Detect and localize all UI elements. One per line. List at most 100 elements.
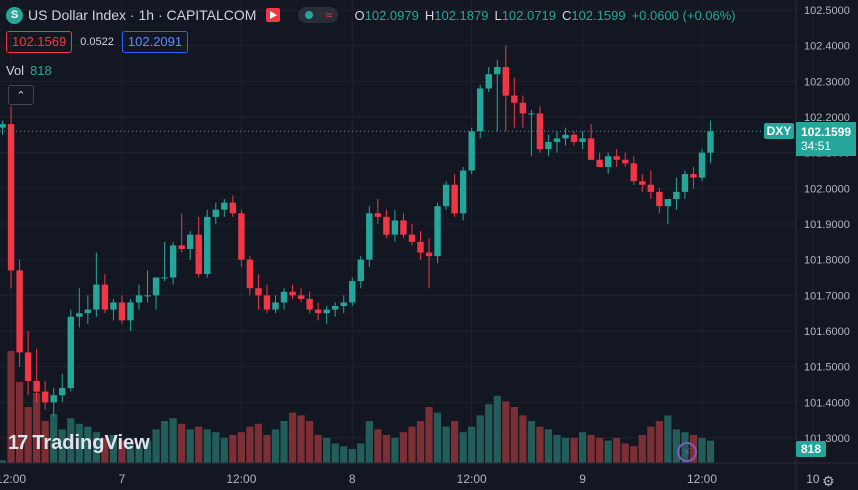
low-label: L — [494, 7, 502, 23]
indicator-toggle[interactable]: ≈ — [298, 7, 339, 23]
ticker-tag: DXY — [764, 123, 794, 139]
candle-body — [604, 156, 612, 167]
candle-body — [528, 113, 535, 115]
volume-bar — [502, 401, 510, 463]
volume-bar — [459, 432, 467, 463]
volume-bar — [391, 437, 399, 463]
volume-bar — [126, 443, 135, 463]
candle-body — [459, 170, 467, 214]
candle-body — [536, 113, 544, 150]
candle-body — [485, 74, 492, 89]
candle-body — [255, 288, 262, 296]
gear-icon[interactable]: ⚙ — [822, 473, 835, 489]
volume-bar — [314, 435, 322, 463]
candle-body — [118, 302, 126, 321]
time-tick-label: 12:00 — [687, 472, 717, 486]
candle-body — [33, 380, 40, 392]
volume-bar — [613, 437, 621, 463]
volume-bar — [348, 449, 356, 463]
candle-body — [161, 277, 168, 279]
candle-body — [238, 213, 245, 260]
volume-bar — [50, 414, 58, 463]
eye-icon[interactable] — [304, 11, 313, 19]
candle-body — [545, 141, 552, 150]
wave-icon[interactable]: ≈ — [325, 8, 333, 22]
volume-legend[interactable]: Vol 818 — [6, 63, 52, 78]
candle-body — [76, 313, 83, 317]
volume-bar — [135, 446, 143, 463]
buy-button[interactable]: 102.2091 — [121, 31, 189, 53]
candles — [0, 45, 714, 417]
time-tick-label: 10 — [806, 472, 820, 486]
volume-bar — [451, 421, 459, 463]
candle-body — [587, 138, 595, 160]
candle-body — [494, 67, 501, 75]
chevron-up-icon[interactable]: ⌃ — [8, 85, 34, 105]
candle-body — [425, 252, 433, 257]
candle-body — [553, 138, 561, 142]
volume-bar — [58, 429, 66, 463]
candle-body — [127, 302, 134, 321]
sell-button[interactable]: 102.1569 — [6, 31, 73, 53]
volume-bar — [365, 421, 373, 463]
last-price-value: 102.1599 — [801, 125, 852, 139]
candle-body — [434, 206, 441, 257]
candle-body — [67, 316, 74, 389]
candle-body — [374, 213, 382, 217]
candle-body — [314, 309, 322, 314]
low-value: 102.0719 — [501, 7, 556, 23]
last-price-label: 102.1599 34:51 — [796, 122, 856, 156]
price-tick-label: 101.6000 — [804, 326, 850, 338]
volume-bar — [604, 440, 612, 463]
price-tick-label: 102.2000 — [804, 112, 850, 124]
volume-bar — [297, 415, 305, 463]
volume-bar — [161, 421, 169, 463]
candle-body — [212, 209, 219, 217]
volume-bar — [203, 429, 211, 463]
candle-body — [391, 220, 399, 235]
candle-body — [41, 391, 49, 403]
candle-body — [289, 291, 296, 296]
volume-bar — [212, 432, 220, 463]
change-value: +0.0600 (+0.06%) — [631, 7, 736, 23]
volume-bar — [561, 437, 570, 463]
candle-body — [673, 191, 680, 200]
volume-value: 818 — [30, 63, 52, 78]
candle-body — [579, 138, 586, 142]
volume-bar — [84, 426, 92, 463]
countdown-value: 34:51 — [801, 139, 832, 153]
high-value: 102.1879 — [434, 7, 489, 23]
volume-bar — [306, 421, 314, 463]
volume-bar — [357, 443, 365, 463]
volume-bar — [288, 412, 297, 463]
candle-body — [596, 159, 603, 167]
candle-body — [502, 67, 509, 96]
candle-body — [698, 152, 706, 178]
symbol-logo-icon: S — [6, 6, 23, 24]
volume-bar — [425, 407, 433, 463]
volume-bar — [416, 421, 425, 463]
candle-body — [340, 302, 347, 307]
tradingview-logo[interactable]: 17 TradingView — [8, 432, 150, 455]
candle-body — [477, 88, 484, 132]
volume-bar — [433, 412, 442, 463]
tradingview-icon: 17 — [8, 432, 28, 454]
volume-bar — [647, 426, 655, 463]
volume-bar — [468, 426, 476, 463]
close-value: 102.1599 — [571, 7, 626, 23]
lightning-icon[interactable]: ⚡ — [677, 442, 697, 462]
symbol-title[interactable]: US Dollar Index · 1h · CAPITALCOM — [28, 7, 257, 23]
volume-bar — [152, 429, 160, 463]
candle-body — [144, 295, 151, 297]
candle-body — [110, 302, 117, 310]
volume-bar — [33, 393, 41, 463]
flag-icon[interactable] — [266, 8, 281, 22]
candle-body — [332, 306, 339, 310]
volume-bar — [118, 440, 126, 463]
time-tick-label: 12:00 — [226, 472, 256, 486]
volume-bar — [510, 407, 518, 463]
candle-body — [16, 270, 23, 353]
candle-body — [690, 174, 697, 178]
volume-bar — [229, 435, 237, 463]
